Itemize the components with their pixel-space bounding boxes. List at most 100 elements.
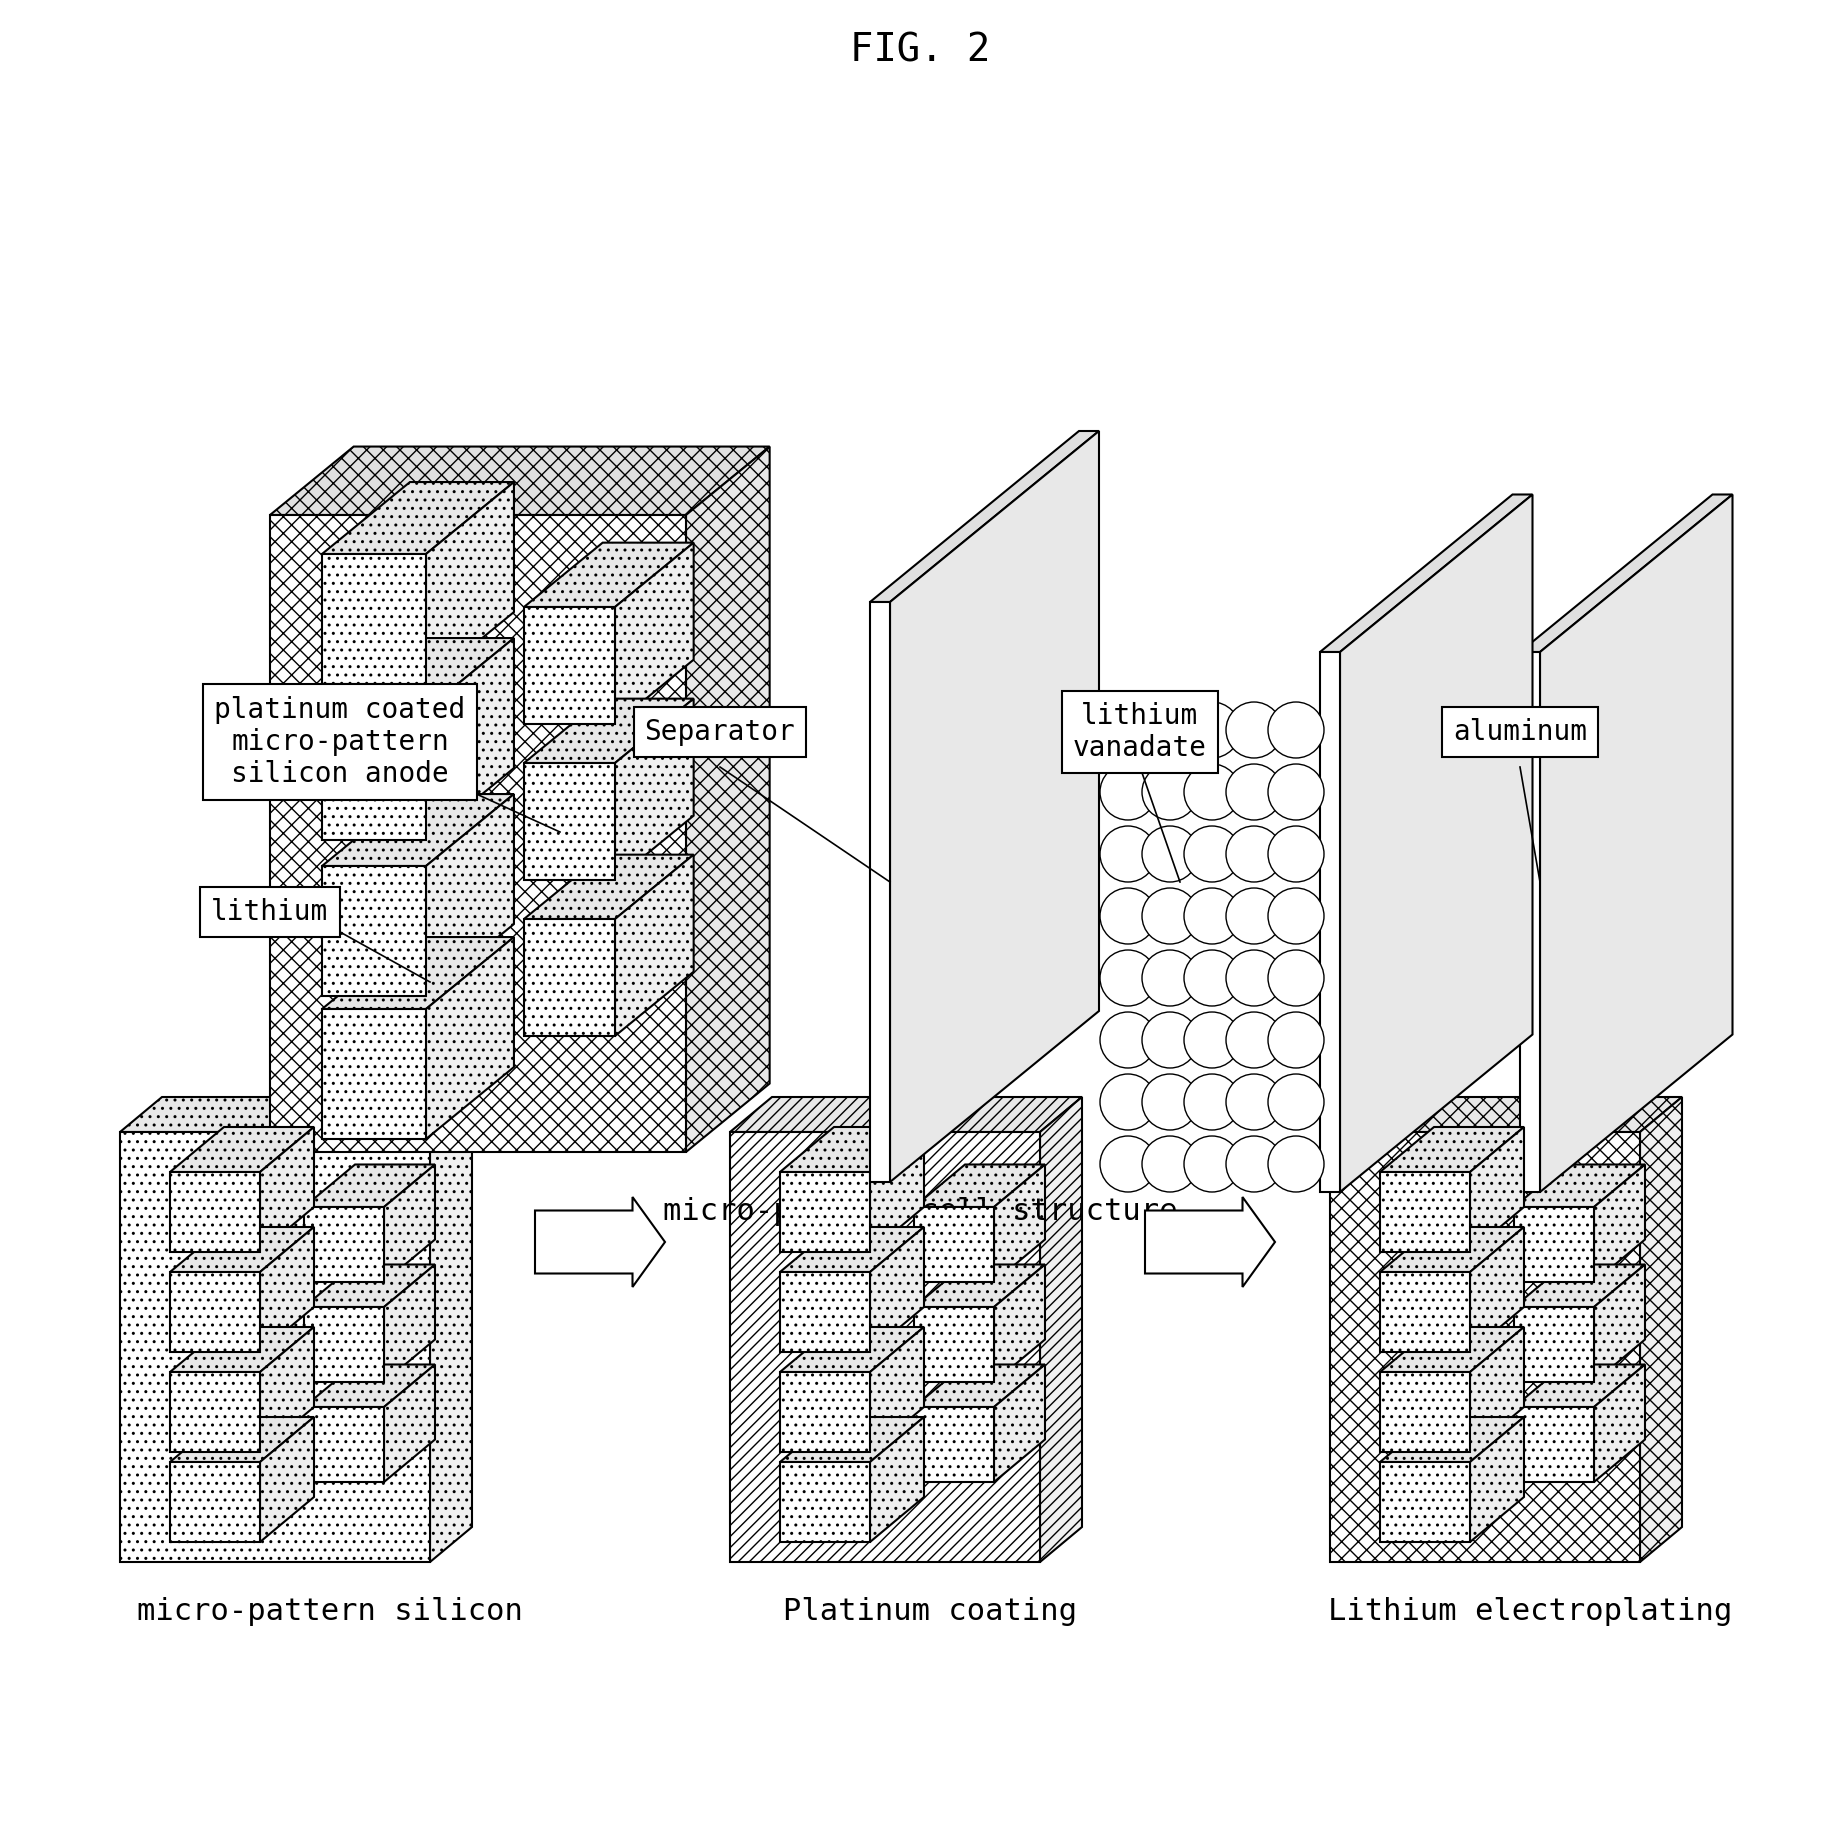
Polygon shape <box>1539 495 1732 1193</box>
Circle shape <box>1269 764 1324 821</box>
Polygon shape <box>780 1372 870 1453</box>
Circle shape <box>1269 1074 1324 1130</box>
Polygon shape <box>995 1165 1045 1282</box>
Polygon shape <box>1379 1372 1469 1453</box>
Circle shape <box>1269 1136 1324 1193</box>
Text: FIG. 2: FIG. 2 <box>850 31 989 70</box>
Polygon shape <box>524 920 614 1037</box>
Polygon shape <box>1521 495 1732 652</box>
Circle shape <box>1184 826 1239 881</box>
Polygon shape <box>524 762 614 879</box>
Polygon shape <box>270 447 771 515</box>
Circle shape <box>1269 951 1324 1006</box>
Polygon shape <box>730 1097 1081 1132</box>
Polygon shape <box>1469 1326 1525 1453</box>
Polygon shape <box>870 431 1100 603</box>
Text: platinum coated
micro-pattern
silicon anode: platinum coated micro-pattern silicon an… <box>215 696 465 788</box>
Circle shape <box>1100 889 1157 943</box>
Text: lithium: lithium <box>211 898 329 925</box>
Text: Separator: Separator <box>645 718 796 746</box>
Polygon shape <box>1513 1165 1646 1207</box>
Polygon shape <box>1379 1227 1525 1271</box>
Polygon shape <box>1513 1306 1594 1381</box>
Circle shape <box>1142 1011 1197 1068</box>
Circle shape <box>1100 702 1157 758</box>
Polygon shape <box>384 1165 436 1282</box>
Polygon shape <box>870 1227 923 1352</box>
Circle shape <box>1142 702 1197 758</box>
Circle shape <box>1184 1136 1239 1193</box>
Polygon shape <box>303 1306 384 1381</box>
Text: micro-pattern silicon: micro-pattern silicon <box>138 1598 522 1627</box>
Polygon shape <box>169 1172 259 1251</box>
Polygon shape <box>303 1165 436 1207</box>
Circle shape <box>1227 764 1282 821</box>
Circle shape <box>1269 702 1324 758</box>
Circle shape <box>1100 1136 1157 1193</box>
Circle shape <box>1269 889 1324 943</box>
Polygon shape <box>914 1264 1045 1306</box>
Circle shape <box>1184 951 1239 1006</box>
Circle shape <box>1184 889 1239 943</box>
Polygon shape <box>1379 1127 1525 1172</box>
Polygon shape <box>1469 1127 1525 1251</box>
Circle shape <box>1227 1136 1282 1193</box>
Circle shape <box>1184 1011 1239 1068</box>
Polygon shape <box>914 1365 1045 1407</box>
Polygon shape <box>427 936 513 1140</box>
Circle shape <box>1142 1074 1197 1130</box>
Polygon shape <box>1513 1365 1646 1407</box>
Circle shape <box>1142 764 1197 821</box>
Polygon shape <box>303 1264 436 1306</box>
Circle shape <box>1100 951 1157 1006</box>
Circle shape <box>1227 889 1282 943</box>
Polygon shape <box>322 936 513 1009</box>
Polygon shape <box>870 1416 923 1543</box>
Polygon shape <box>259 1227 314 1352</box>
Polygon shape <box>427 793 513 997</box>
Polygon shape <box>870 1326 923 1453</box>
Circle shape <box>1142 951 1197 1006</box>
Polygon shape <box>259 1127 314 1251</box>
Circle shape <box>1184 702 1239 758</box>
Polygon shape <box>535 1196 666 1288</box>
Polygon shape <box>270 515 686 1152</box>
Text: Platinum coating: Platinum coating <box>783 1598 1078 1627</box>
Polygon shape <box>169 1416 314 1462</box>
Polygon shape <box>1594 1365 1646 1482</box>
Circle shape <box>1142 1136 1197 1193</box>
Polygon shape <box>384 1264 436 1381</box>
Polygon shape <box>1513 1264 1646 1306</box>
Polygon shape <box>1640 1097 1683 1563</box>
Polygon shape <box>1379 1326 1525 1372</box>
Polygon shape <box>259 1416 314 1543</box>
Polygon shape <box>430 1097 473 1563</box>
Circle shape <box>1227 702 1282 758</box>
Circle shape <box>1227 951 1282 1006</box>
Circle shape <box>1227 826 1282 881</box>
Polygon shape <box>780 1326 923 1372</box>
Polygon shape <box>169 1372 259 1453</box>
Polygon shape <box>1379 1271 1469 1352</box>
Polygon shape <box>780 1271 870 1352</box>
Polygon shape <box>995 1264 1045 1381</box>
Text: micro-pattern cell structure: micro-pattern cell structure <box>662 1196 1177 1226</box>
Circle shape <box>1100 826 1157 881</box>
Circle shape <box>1227 1074 1282 1130</box>
Circle shape <box>1100 1074 1157 1130</box>
Polygon shape <box>1320 495 1532 652</box>
Circle shape <box>1184 1074 1239 1130</box>
Polygon shape <box>1320 652 1341 1193</box>
Polygon shape <box>169 1462 259 1543</box>
Text: aluminum: aluminum <box>1453 718 1587 746</box>
Text: lithium
vanadate: lithium vanadate <box>1072 702 1206 762</box>
Polygon shape <box>1379 1462 1469 1543</box>
Polygon shape <box>169 1326 314 1372</box>
Polygon shape <box>169 1127 314 1172</box>
Polygon shape <box>427 638 513 841</box>
Polygon shape <box>524 698 693 762</box>
Circle shape <box>1269 1011 1324 1068</box>
Polygon shape <box>780 1416 923 1462</box>
Polygon shape <box>614 856 693 1037</box>
Polygon shape <box>1341 495 1532 1193</box>
